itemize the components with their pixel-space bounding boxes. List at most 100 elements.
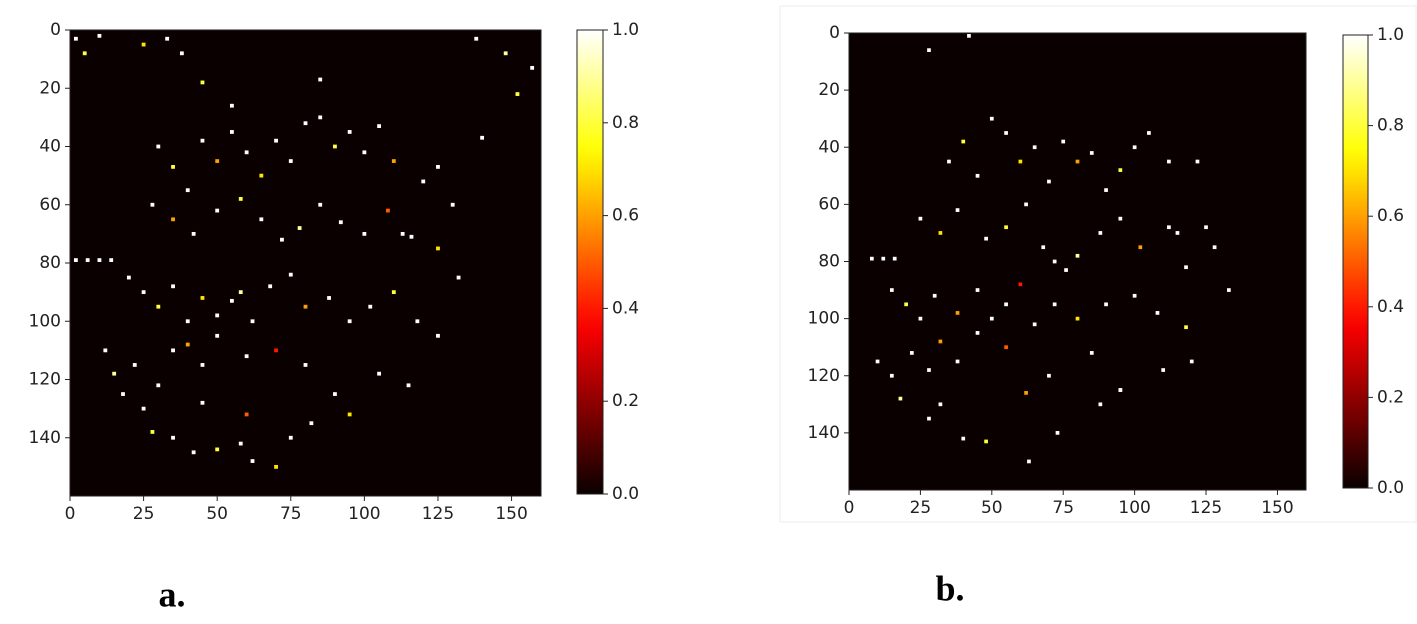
heatmap-cell [515, 92, 520, 96]
heatmap-cell [1055, 431, 1060, 435]
heatmap-cell [250, 319, 255, 324]
y-tick-label: 20 [39, 78, 61, 98]
heatmap-cell [97, 258, 102, 262]
x-tick-label: 50 [206, 504, 228, 524]
heatmap-cell [1118, 168, 1123, 172]
colorbar-tick-label: 1.0 [612, 20, 639, 40]
heatmap-cell [259, 173, 264, 178]
heatmap-cell [171, 164, 175, 169]
heatmap-cell [347, 319, 352, 324]
x-tick-label: 125 [422, 504, 454, 524]
heatmap-cell [109, 258, 114, 262]
heatmap-cell [947, 159, 951, 164]
heatmap-cell [391, 290, 396, 295]
heatmap-cell [141, 290, 146, 295]
heatmap-cell [1132, 293, 1137, 298]
heatmap-cell [436, 164, 440, 169]
x-tick-label: 0 [844, 498, 855, 518]
heatmap-cell [238, 197, 243, 201]
heatmap-cell [1061, 139, 1066, 144]
heatmap-cell [918, 216, 923, 221]
heatmap-cell [1104, 188, 1108, 192]
heatmap-cell [215, 159, 220, 163]
heatmap-cell [309, 421, 314, 426]
heatmap-cell [200, 363, 205, 367]
heatmap-cell [368, 304, 373, 309]
x-tick-label: 75 [280, 504, 302, 524]
x-tick-label: 25 [133, 504, 155, 524]
heatmap-cell [171, 435, 175, 440]
plot-background [849, 33, 1306, 490]
x-tick-label: 150 [1261, 498, 1293, 518]
heatmap-cell [250, 459, 255, 463]
colorbar-tick-label: 0.8 [612, 113, 639, 133]
heatmap-cell [1167, 159, 1171, 164]
heatmap-cell [1047, 179, 1051, 184]
colorbar-tick-label: 0.4 [612, 298, 639, 318]
plot-background [70, 30, 541, 496]
colorbar-tick-label: 0.6 [612, 206, 639, 226]
heatmap-cell [391, 159, 396, 163]
y-tick-label: 40 [818, 137, 840, 157]
heatmap-cell [938, 231, 943, 235]
heatmap-cell [303, 121, 308, 126]
heatmap-cell [889, 288, 894, 292]
heatmap-cell [415, 319, 420, 324]
heatmap-cell [191, 450, 196, 455]
colorbar [1342, 34, 1369, 489]
heatmap-cell [1138, 245, 1143, 250]
heatmap-cell [955, 359, 960, 364]
heatmap-cell [1075, 159, 1080, 164]
heatmap-cell [318, 202, 323, 207]
heatmap-cell [377, 124, 382, 129]
x-tick-label: 100 [348, 504, 380, 524]
heatmap-cell [909, 351, 914, 355]
heatmap-cell [200, 138, 205, 143]
heatmap-cell [288, 435, 293, 440]
heatmap-cell [215, 447, 220, 452]
heatmap-cell [1024, 391, 1028, 395]
heatmap-cell [1132, 145, 1137, 150]
heatmap-cell [171, 348, 175, 353]
heatmap-cell [1052, 302, 1057, 307]
heatmap-cell [1064, 268, 1068, 272]
heatmap-cell [1227, 288, 1231, 292]
heatmap-cell [268, 284, 273, 289]
colorbar-tick-label: 0.2 [612, 391, 639, 411]
heatmap-cell [185, 188, 190, 193]
x-tick-label: 125 [1190, 498, 1222, 518]
heatmap-cell [409, 234, 414, 239]
heatmap-cell [97, 33, 102, 38]
y-tick-label: 140 [29, 428, 61, 448]
colorbar-tick-label: 0.2 [1377, 387, 1404, 407]
heatmap-cell [141, 42, 146, 47]
heatmap-cell [347, 130, 352, 134]
heatmap-cell [1004, 131, 1008, 135]
y-tick-label: 20 [818, 80, 840, 100]
heatmap-cell [126, 275, 131, 280]
heatmap-cell [1155, 311, 1160, 315]
heatmap-cell [156, 144, 161, 149]
y-tick-label: 0 [50, 20, 61, 40]
heatmap-cell [85, 258, 90, 262]
heatmap-cell [1184, 325, 1188, 330]
heatmap-cell [1027, 459, 1031, 464]
heatmap-cell [229, 130, 234, 134]
x-tick-label: 0 [65, 504, 76, 524]
panel-caption: a. [159, 574, 186, 614]
heatmap-cell [244, 150, 249, 155]
heatmap-cell [1052, 259, 1057, 264]
y-tick-label: 100 [29, 311, 61, 331]
colorbar-tick-label: 0.4 [1377, 297, 1404, 317]
heatmap-cell [938, 402, 943, 407]
heatmap-cell [327, 296, 331, 300]
heatmap-cell [1047, 373, 1051, 378]
heatmap-cell [503, 51, 508, 56]
heatmap-cell [82, 51, 87, 56]
heatmap-cell [185, 342, 190, 347]
heatmap-cell [927, 368, 931, 372]
heatmap-cell [1089, 151, 1094, 155]
heatmap-cell [1175, 231, 1180, 235]
x-tick-label: 150 [495, 504, 527, 524]
